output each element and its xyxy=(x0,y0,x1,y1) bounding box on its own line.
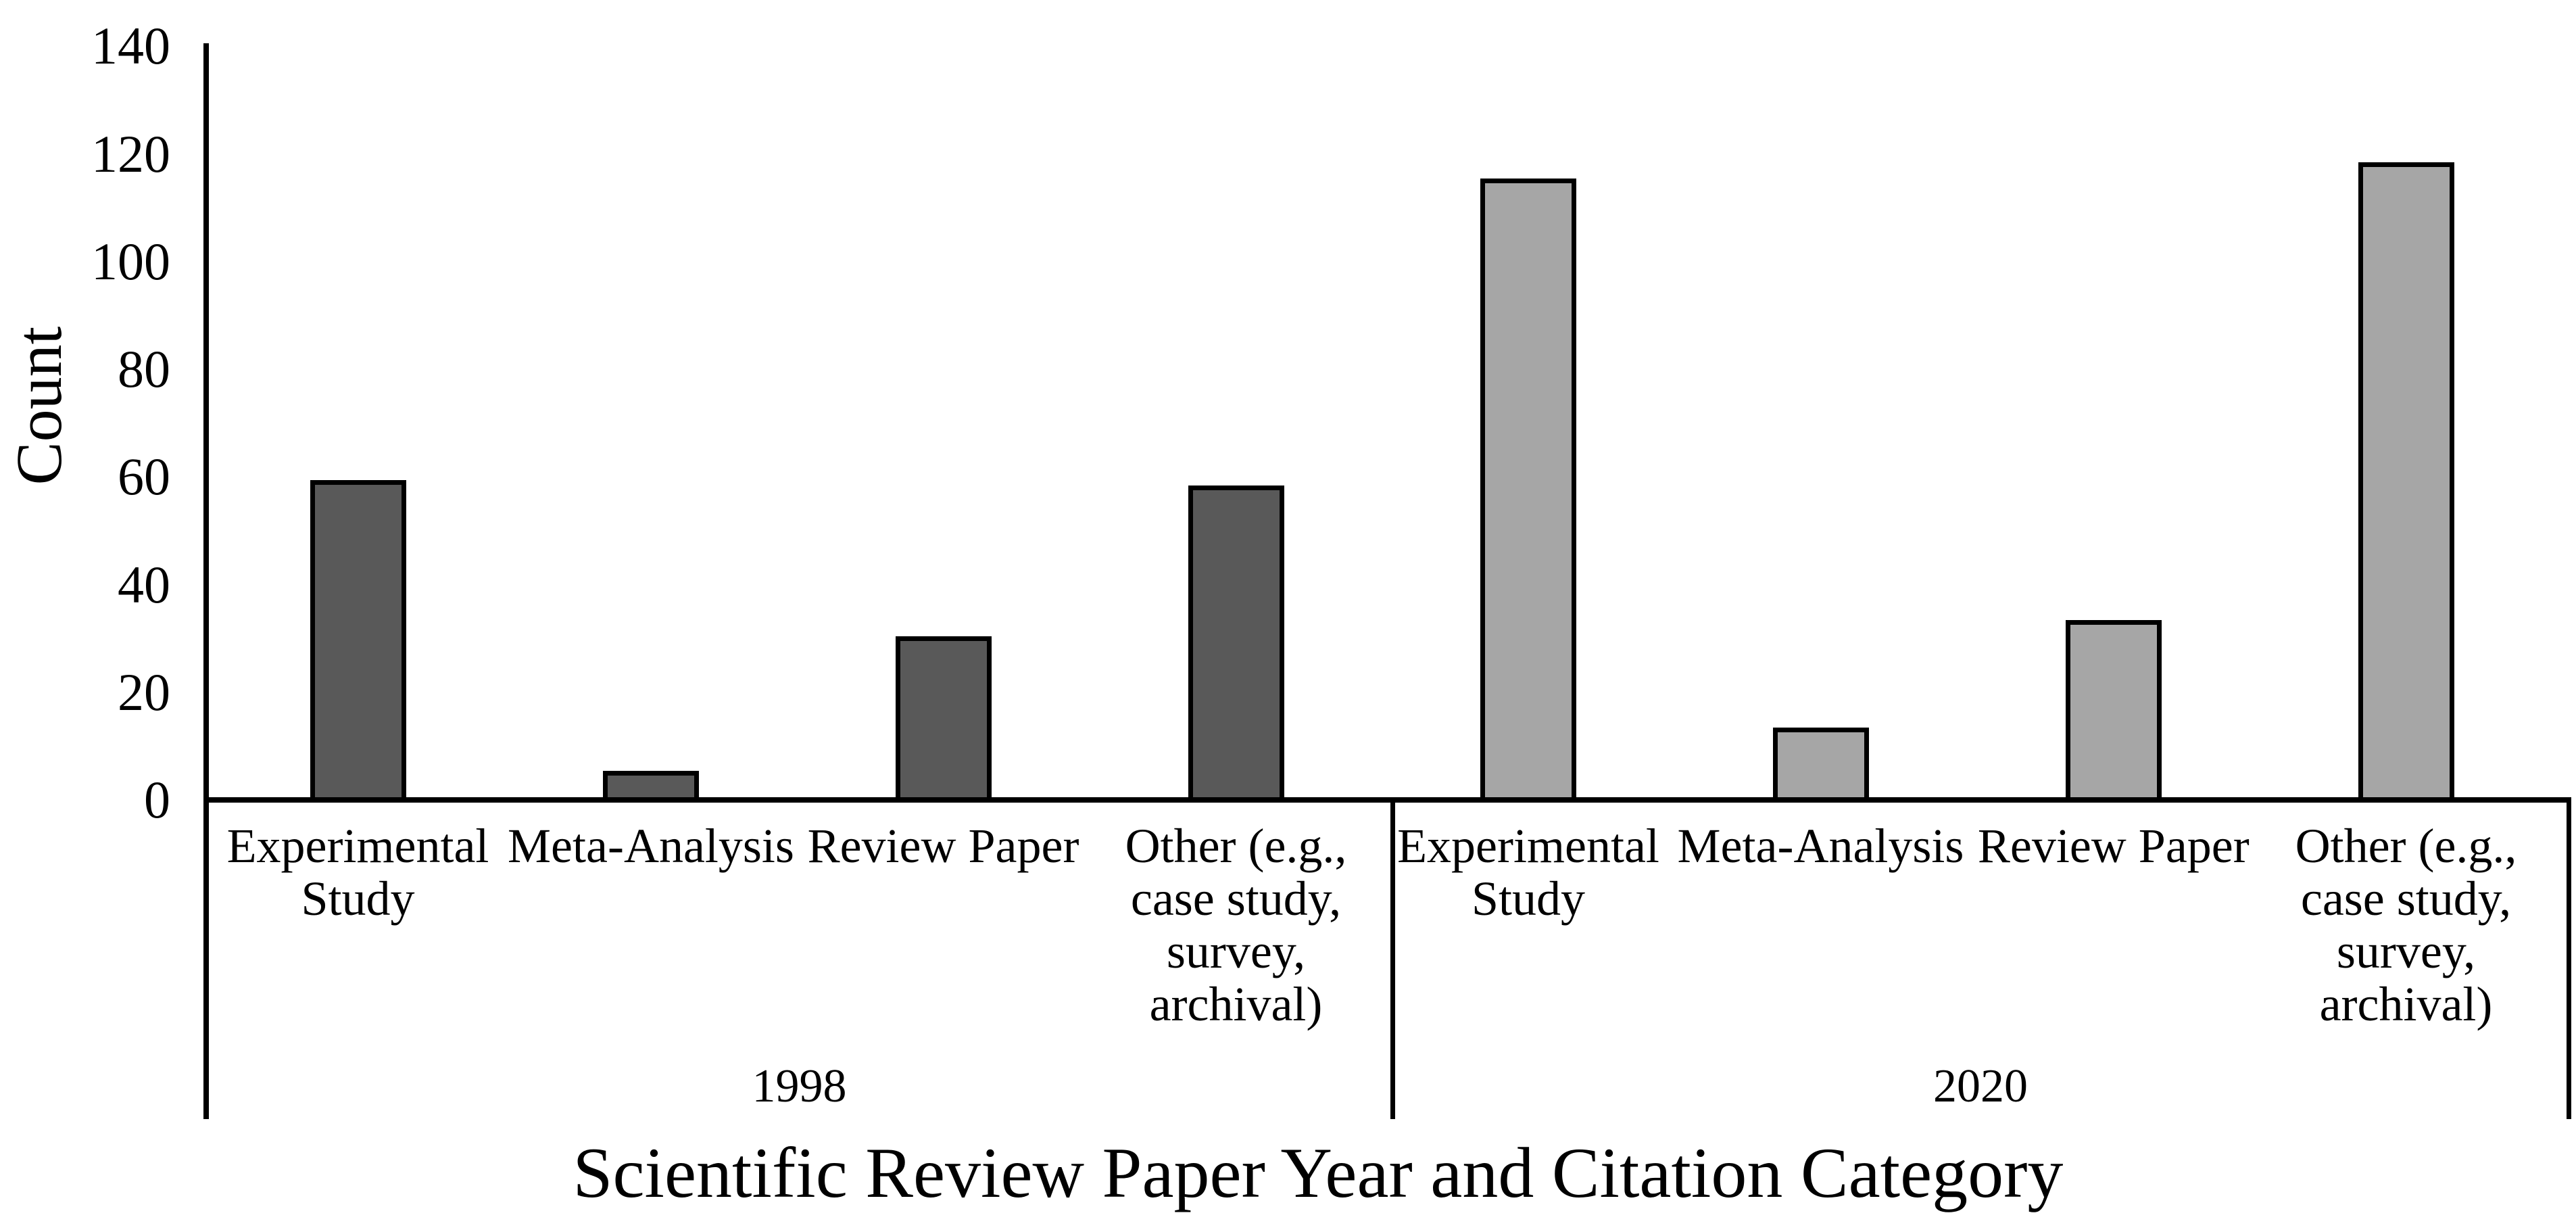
category-label-line: Meta-Analysis xyxy=(508,819,794,873)
y-tick-label-40: 40 xyxy=(118,554,170,614)
category-label-1998-review-paper: Review Paper xyxy=(798,820,1090,872)
bar-2020-other-e-g-case-study-survey-archival xyxy=(2358,162,2454,803)
category-label-line: survey, xyxy=(2336,924,2476,978)
category-label-line: Review Paper xyxy=(807,819,1079,873)
y-tick-label-120: 120 xyxy=(91,124,170,183)
category-label-line: Other (e.g., xyxy=(2295,819,2517,873)
category-label-2020-experimental-study: Experimental Study xyxy=(1382,820,1674,925)
bar-2020-review-paper xyxy=(2065,619,2162,803)
category-label-line: case study, xyxy=(1130,872,1342,926)
y-axis-line xyxy=(203,43,209,1119)
bar-1998-other-e-g-case-study-survey-archival xyxy=(1188,485,1284,803)
group-label-1998: 1998 xyxy=(752,1060,847,1112)
category-label-line: Other (e.g., xyxy=(1125,819,1347,873)
bar-2020-meta-analysis xyxy=(1772,728,1869,803)
group-label-2020: 2020 xyxy=(1933,1060,2028,1112)
y-tick-label-140: 140 xyxy=(91,16,170,76)
bar-1998-review-paper xyxy=(895,636,992,803)
bar-1998-experimental-study xyxy=(310,479,406,803)
category-label-line: Study xyxy=(301,872,415,926)
category-label-line: Meta-Analysis xyxy=(1677,819,1964,873)
x-axis-title: Scientific Review Paper Year and Citatio… xyxy=(573,1133,2064,1212)
category-label-2020-other-e-g-case-study-survey-archival: Other (e.g., case study, survey, archival) xyxy=(2260,820,2552,1030)
x-axis-line xyxy=(203,797,2571,803)
y-tick-label-80: 80 xyxy=(118,339,170,399)
y-tick-label-20: 20 xyxy=(118,663,170,721)
category-label-2020-meta-analysis: Meta-Analysis xyxy=(1675,820,1967,872)
category-label-line: Review Paper xyxy=(1977,819,2250,873)
bar-2020-experimental-study xyxy=(1480,178,1576,803)
category-label-line: Experimental xyxy=(226,819,489,873)
category-label-line: archival) xyxy=(1149,977,1323,1031)
category-label-line: survey, xyxy=(1166,924,1306,978)
category-group-separator-2 xyxy=(2566,800,2571,1119)
category-label-2020-review-paper: Review Paper xyxy=(1968,820,2260,872)
category-label-line: Experimental xyxy=(1397,819,1659,873)
category-group-separator-1 xyxy=(1390,800,1395,1119)
category-label-line: case study, xyxy=(2300,872,2512,926)
category-label-line: Study xyxy=(1471,872,1586,926)
category-label-1998-meta-analysis: Meta-Analysis xyxy=(505,820,797,872)
y-tick-label-0: 0 xyxy=(144,770,170,830)
category-label-1998-other-e-g-case-study-survey-archival: Other (e.g., case study, survey, archival) xyxy=(1090,820,1382,1030)
category-label-line: archival) xyxy=(2319,977,2493,1031)
y-tick-label-100: 100 xyxy=(91,231,170,291)
category-label-1998-experimental-study: Experimental Study xyxy=(212,820,504,925)
y-tick-label-60: 60 xyxy=(118,447,170,506)
